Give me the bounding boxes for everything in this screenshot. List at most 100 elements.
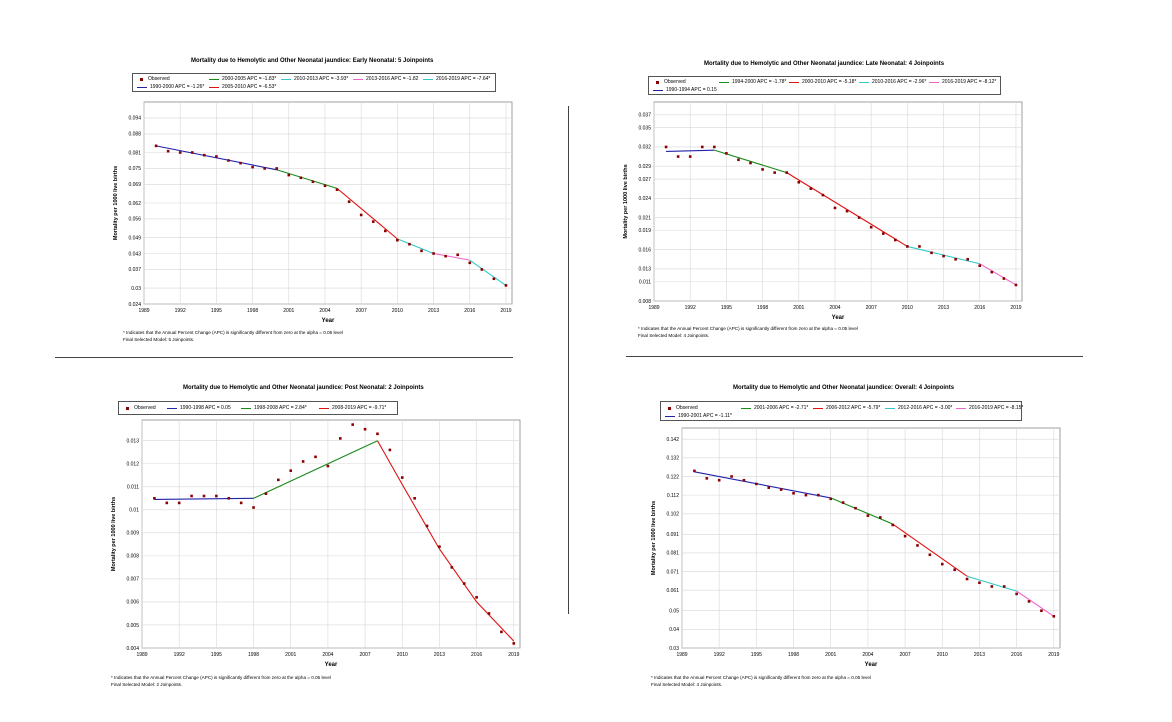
observed-point — [202, 494, 206, 498]
x-tick-label: 2013 — [938, 305, 949, 311]
observed-point — [301, 460, 305, 463]
y-tick-label: 0.062 — [128, 201, 141, 207]
observed-point — [845, 209, 849, 213]
y-tick-label: 0.142 — [666, 437, 679, 443]
chart-legend: Observed 1990-2000 APC = -1.26* 2000-200… — [132, 73, 496, 92]
y-tick-label: 0.049 — [128, 235, 141, 241]
observed-point — [693, 469, 696, 473]
observed-point — [928, 553, 932, 557]
observed-point — [252, 506, 255, 509]
observed-point — [742, 478, 746, 482]
observed-point — [376, 432, 379, 436]
x-tick-label: 2019 — [500, 308, 511, 314]
observed-point — [821, 193, 825, 197]
legend-series-4: 2012-2016 APC = -3.00* — [885, 405, 952, 411]
observed-point — [500, 630, 503, 634]
observed-point — [779, 488, 783, 491]
observed-point — [841, 501, 845, 504]
observed-point — [178, 151, 182, 154]
observed-marker-icon — [668, 406, 671, 410]
series-line-2 — [830, 497, 893, 525]
footnote-model: Final Selected Model: 4 Joinpoints. — [638, 332, 710, 338]
observed-point — [359, 213, 363, 217]
y-tick-label: 0.081 — [666, 551, 679, 557]
y-tick-label: 0.075 — [128, 166, 141, 172]
y-tick-label: 0.006 — [126, 600, 139, 606]
footnote-apc: * Indicates that the Annual Percent Chan… — [638, 326, 858, 331]
observed-point — [275, 167, 279, 170]
line-swatch-icon — [885, 407, 895, 409]
y-tick-label: 0.019 — [638, 228, 651, 234]
y-tick-label: 0.008 — [126, 554, 139, 560]
y-tick-label: 0.088 — [128, 132, 141, 138]
series-line-1 — [666, 149, 715, 152]
x-tick-label: 2013 — [974, 652, 985, 658]
x-tick-label: 2010 — [937, 652, 948, 658]
legend-series-2: 1998-2008 APC = 2.84* — [241, 405, 307, 411]
observed-point — [854, 506, 857, 510]
x-tick-label: 2019 — [1010, 305, 1021, 311]
legend-series-4: 2010-2016 APC = -2.96* — [859, 79, 926, 85]
y-tick-label: 0.035 — [638, 125, 651, 131]
legend-series-3: 2000-2010 APC = -5.18* — [789, 79, 856, 85]
observed-point — [809, 187, 813, 190]
footnote-model: Final Selected Model: 2 Joinpoints. — [111, 681, 183, 687]
y-tick-label: 0.081 — [128, 150, 141, 156]
observed-point — [400, 476, 404, 479]
series-line-1 — [155, 145, 277, 171]
series-line-5 — [1016, 590, 1055, 617]
x-tick-label: 2019 — [508, 652, 519, 658]
observed-point — [450, 566, 454, 569]
y-tick-label: 0.004 — [126, 646, 139, 652]
observed-point — [388, 448, 392, 452]
x-axis-label: Year — [325, 662, 338, 668]
observed-point — [338, 437, 342, 440]
observed-point — [190, 151, 194, 154]
legend-series-1: 1990-2000 APC = -1.26* — [137, 84, 204, 90]
observed-point — [965, 577, 969, 581]
x-tick-label: 2010 — [902, 305, 913, 311]
y-tick-label: 0.043 — [128, 251, 141, 257]
x-tick-label: 2004 — [322, 652, 333, 658]
line-swatch-icon — [929, 81, 939, 83]
observed-point — [857, 216, 861, 219]
observed-point — [438, 545, 441, 548]
observed-point — [737, 158, 740, 162]
x-tick-label: 1989 — [136, 652, 147, 658]
legend-observed: Observed — [137, 76, 170, 82]
x-tick-label: 2001 — [793, 305, 804, 311]
observed-point — [166, 149, 170, 153]
observed-point — [227, 159, 230, 162]
line-swatch-icon — [813, 407, 823, 409]
x-tick-label: 1992 — [174, 652, 185, 658]
legend-series-5: 2016-2019 APC = -8.15* — [956, 405, 1023, 411]
footnote-apc: * Indicates that the Annual Percent Chan… — [123, 330, 343, 335]
y-tick-label: 0.122 — [666, 474, 679, 480]
series-line-2 — [253, 440, 378, 499]
observed-point — [371, 220, 375, 223]
y-axis-label: Mortality per 1000 live births — [651, 501, 657, 575]
x-tick-label: 1992 — [714, 652, 725, 658]
line-swatch-icon — [859, 81, 869, 83]
y-tick-label: 0.094 — [128, 116, 141, 122]
y-axis-label: Mortality per 1000 live births — [623, 164, 629, 238]
observed-point — [480, 268, 484, 271]
line-swatch-icon — [956, 407, 966, 409]
observed-point — [251, 165, 254, 169]
plot-area: 0.008 0.011 0.013 0.016 0.019 0.021 0.024 0.027… — [623, 101, 1023, 321]
observed-point — [942, 254, 945, 258]
plot-area: 0.03 0.04 0.05 0.061 0.071 0.081 0.091 0.102 0.1… — [651, 427, 1061, 668]
x-tick-label: 2004 — [829, 305, 840, 311]
observed-point — [413, 497, 416, 500]
line-swatch-icon — [423, 78, 433, 80]
observed-point — [425, 524, 429, 528]
y-tick-label: 0.112 — [667, 493, 679, 499]
observed-point — [894, 238, 897, 242]
x-tick-label: 1995 — [211, 652, 222, 658]
observed-point — [1002, 585, 1006, 588]
observed-point — [730, 475, 733, 478]
line-swatch-icon — [789, 81, 799, 83]
line-swatch-icon — [353, 78, 363, 80]
observed-point — [363, 427, 367, 431]
x-tick-label: 1989 — [676, 652, 687, 658]
